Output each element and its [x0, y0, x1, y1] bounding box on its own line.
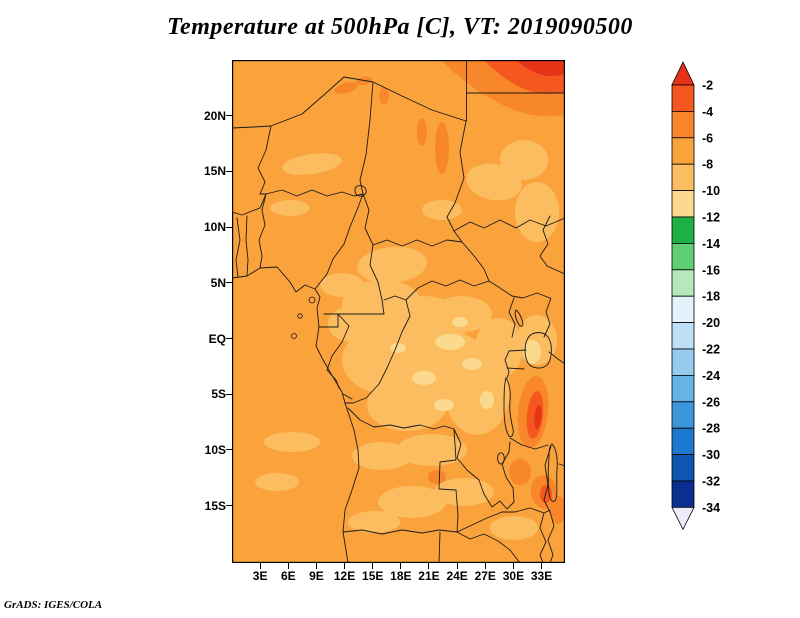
- colorbar-label: -14: [702, 237, 720, 251]
- x-axis-tick: [484, 563, 486, 569]
- colorbar-label: -32: [702, 475, 720, 489]
- grads-credit: GrADS: IGES/COLA: [4, 599, 103, 611]
- colorbar-box: [671, 401, 695, 429]
- x-axis-tick: [259, 563, 261, 569]
- colorbar: -2 -4 -6 -8 -10 -12 -14 -16 -18 -20 -22 -24 -26 -28 -3…: [671, 61, 720, 531]
- x-axis-label: 24E: [446, 569, 468, 583]
- x-axis-label: 3E: [252, 569, 268, 583]
- x-axis-label: 30E: [502, 569, 525, 583]
- colorbar-label: -4: [702, 105, 713, 119]
- colorbar-label: -20: [702, 316, 720, 330]
- colorbar-label: -18: [702, 290, 720, 304]
- map-frame: [232, 60, 565, 563]
- x-axis-tick: [512, 563, 514, 569]
- y-axis-label: 15N: [203, 164, 226, 179]
- colorbar-box: [671, 374, 695, 403]
- colorbar-box: [671, 427, 695, 456]
- colorbar-label: -22: [702, 343, 720, 357]
- colorbar-label: -34: [702, 501, 720, 515]
- colorbar-label: -16: [702, 263, 720, 277]
- colorbar-label: -8: [702, 158, 713, 172]
- y-axis-tick: [226, 282, 232, 284]
- y-axis-tick: [226, 226, 232, 228]
- x-axis-tick: [315, 563, 317, 569]
- y-axis-tick: [226, 115, 232, 117]
- colorbar-box: [671, 295, 695, 323]
- colorbar-box: [671, 84, 695, 112]
- colorbar-label: -28: [702, 422, 720, 436]
- colorbar-label: -12: [702, 211, 720, 225]
- islands: [291, 296, 316, 339]
- colorbar-box: [671, 454, 695, 482]
- colorbar-box: [671, 163, 695, 191]
- y-axis-tick: [226, 505, 232, 507]
- y-axis-label: 10S: [204, 442, 226, 457]
- shaded-patches: [255, 60, 566, 540]
- country-borders: [231, 59, 566, 564]
- colorbar-box: [671, 216, 695, 244]
- x-axis-label: 18E: [390, 569, 412, 583]
- x-axis-tick: [541, 563, 543, 569]
- temperature-shaded-map: [231, 59, 566, 564]
- colorbar-label: -30: [702, 448, 720, 462]
- colorbar-label: -6: [702, 131, 713, 145]
- y-axis-label: EQ: [208, 331, 226, 346]
- y-axis-label: 10N: [203, 220, 226, 235]
- colorbar-box: [671, 111, 695, 139]
- colorbar-box: [671, 269, 695, 297]
- colorbar-box: [671, 480, 695, 508]
- x-axis-tick: [428, 563, 430, 569]
- lakes: [354, 185, 558, 502]
- colorbar-label: -10: [702, 184, 720, 198]
- colorbar-label: -2: [702, 79, 713, 93]
- x-axis-tick: [287, 563, 289, 569]
- x-axis-label: 6E: [280, 569, 296, 583]
- colorbar-arrow-top: [671, 61, 695, 86]
- y-axis-label: 15S: [204, 498, 226, 513]
- map-area: [231, 59, 566, 564]
- x-axis-label: 12E: [333, 569, 356, 583]
- x-axis-label: 27E: [474, 569, 496, 583]
- x-axis-label: 33E: [530, 569, 553, 583]
- x-axis-label: 21E: [418, 569, 440, 583]
- colorbar-arrow-bottom: [671, 506, 695, 531]
- colorbar-box: [671, 242, 695, 271]
- x-axis-label: 9E: [309, 569, 324, 583]
- colorbar-label: -26: [702, 395, 720, 409]
- y-axis-label: 5N: [210, 275, 226, 290]
- y-axis-tick: [226, 393, 232, 395]
- colorbar-box: [671, 322, 695, 350]
- colorbar-label: -24: [702, 369, 720, 383]
- colorbar-box: [671, 348, 695, 376]
- x-axis-tick: [344, 563, 346, 569]
- y-axis-tick: [226, 338, 232, 340]
- y-axis-tick: [226, 449, 232, 451]
- x-axis-label: 15E: [362, 569, 384, 583]
- colorbar-box: [671, 190, 695, 218]
- x-axis-tick: [372, 563, 374, 569]
- y-axis-label: 5S: [211, 387, 226, 402]
- colorbar-box: [671, 137, 695, 165]
- x-axis-tick: [400, 563, 402, 569]
- y-axis-label: 20N: [203, 108, 226, 123]
- x-axis-tick: [456, 563, 458, 569]
- y-axis-tick: [226, 170, 232, 172]
- plot-title: Temperature at 500hPa [C], VT: 201909050…: [167, 14, 633, 40]
